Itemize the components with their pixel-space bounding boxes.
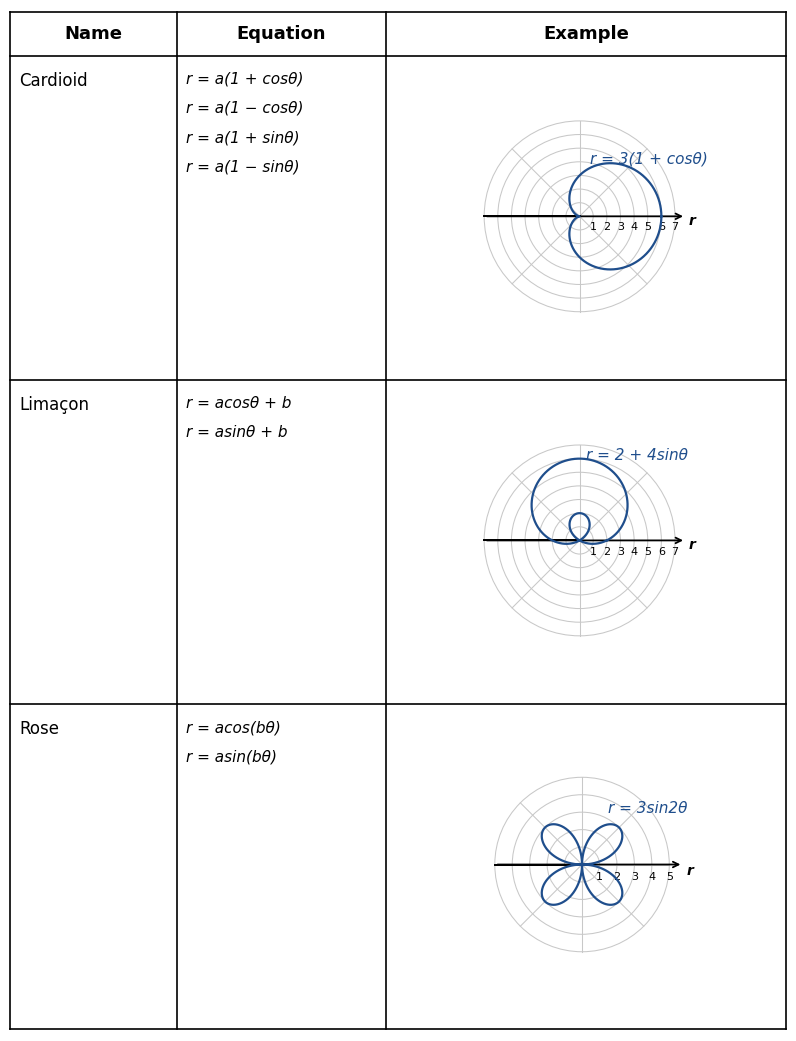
Text: r: r <box>689 214 696 228</box>
Text: 5: 5 <box>644 223 651 232</box>
Text: r = 2 + 4sinθ: r = 2 + 4sinθ <box>587 449 689 463</box>
Text: 4: 4 <box>630 547 638 557</box>
Text: r = asinθ + b: r = asinθ + b <box>186 425 287 440</box>
Text: 6: 6 <box>657 223 665 232</box>
Text: 7: 7 <box>672 223 678 232</box>
Text: r: r <box>687 864 693 878</box>
Text: Cardioid: Cardioid <box>19 72 88 90</box>
Text: r = a(1 + sinθ): r = a(1 + sinθ) <box>186 130 300 145</box>
Text: 3: 3 <box>617 547 624 557</box>
Text: Name: Name <box>64 25 122 44</box>
Text: 5: 5 <box>644 547 651 557</box>
Text: r = asin(bθ): r = asin(bθ) <box>186 750 277 764</box>
Text: Equation: Equation <box>236 25 326 44</box>
Text: 7: 7 <box>672 547 678 557</box>
Text: r = a(1 − sinθ): r = a(1 − sinθ) <box>186 159 300 174</box>
Text: 4: 4 <box>648 872 655 883</box>
Text: 1: 1 <box>590 547 597 557</box>
Text: r = a(1 − cosθ): r = a(1 − cosθ) <box>186 101 303 116</box>
Text: 3: 3 <box>617 223 624 232</box>
Text: 3: 3 <box>631 872 638 883</box>
Text: Rose: Rose <box>19 720 59 738</box>
Text: Limaçon: Limaçon <box>19 396 89 414</box>
Text: 1: 1 <box>596 872 603 883</box>
Text: 2: 2 <box>614 872 621 883</box>
Text: r = 3sin2θ: r = 3sin2θ <box>608 802 688 816</box>
Text: 4: 4 <box>630 223 638 232</box>
Text: 5: 5 <box>665 872 673 883</box>
Text: 2: 2 <box>603 223 611 232</box>
Text: r = acosθ + b: r = acosθ + b <box>186 396 291 411</box>
Text: 2: 2 <box>603 547 611 557</box>
Text: r: r <box>689 538 696 552</box>
Text: r = acos(bθ): r = acos(bθ) <box>186 720 281 735</box>
Text: 1: 1 <box>590 223 597 232</box>
Text: r = 3(1 + cosθ): r = 3(1 + cosθ) <box>591 152 708 167</box>
Text: 6: 6 <box>657 547 665 557</box>
Text: r = a(1 + cosθ): r = a(1 + cosθ) <box>186 72 303 86</box>
Text: Example: Example <box>544 25 630 44</box>
